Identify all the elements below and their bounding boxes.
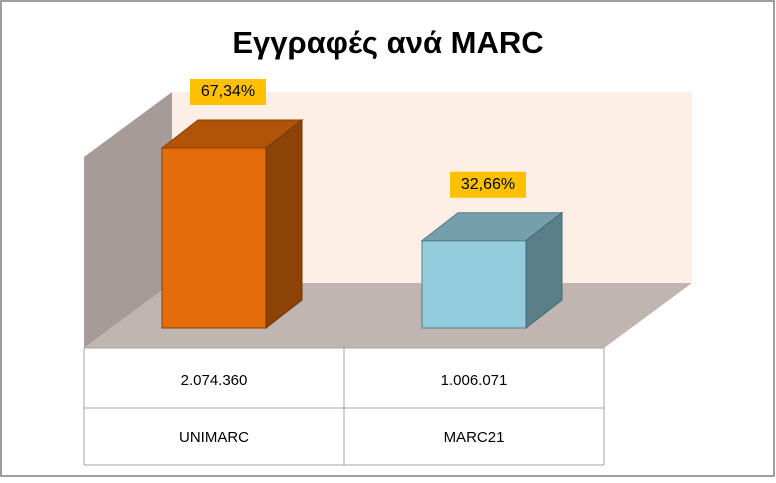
data-table-grid xyxy=(83,347,605,466)
value-label-box xyxy=(450,171,526,198)
side-wall xyxy=(84,92,172,348)
value-label-box xyxy=(190,79,266,105)
table-value: 1.006.071 xyxy=(441,372,508,389)
table-value: 2.074.360 xyxy=(181,372,248,389)
bar xyxy=(161,147,267,329)
value-label: 32,66% xyxy=(461,176,515,193)
bar xyxy=(421,240,527,329)
category-label: UNIMARC xyxy=(179,429,249,446)
chart-title: Εγγραφές ανά MARC xyxy=(232,25,543,60)
value-label: 67,34% xyxy=(201,83,255,100)
category-label: MARC21 xyxy=(444,429,505,446)
bar-side xyxy=(525,211,563,330)
bar-side xyxy=(265,118,303,330)
